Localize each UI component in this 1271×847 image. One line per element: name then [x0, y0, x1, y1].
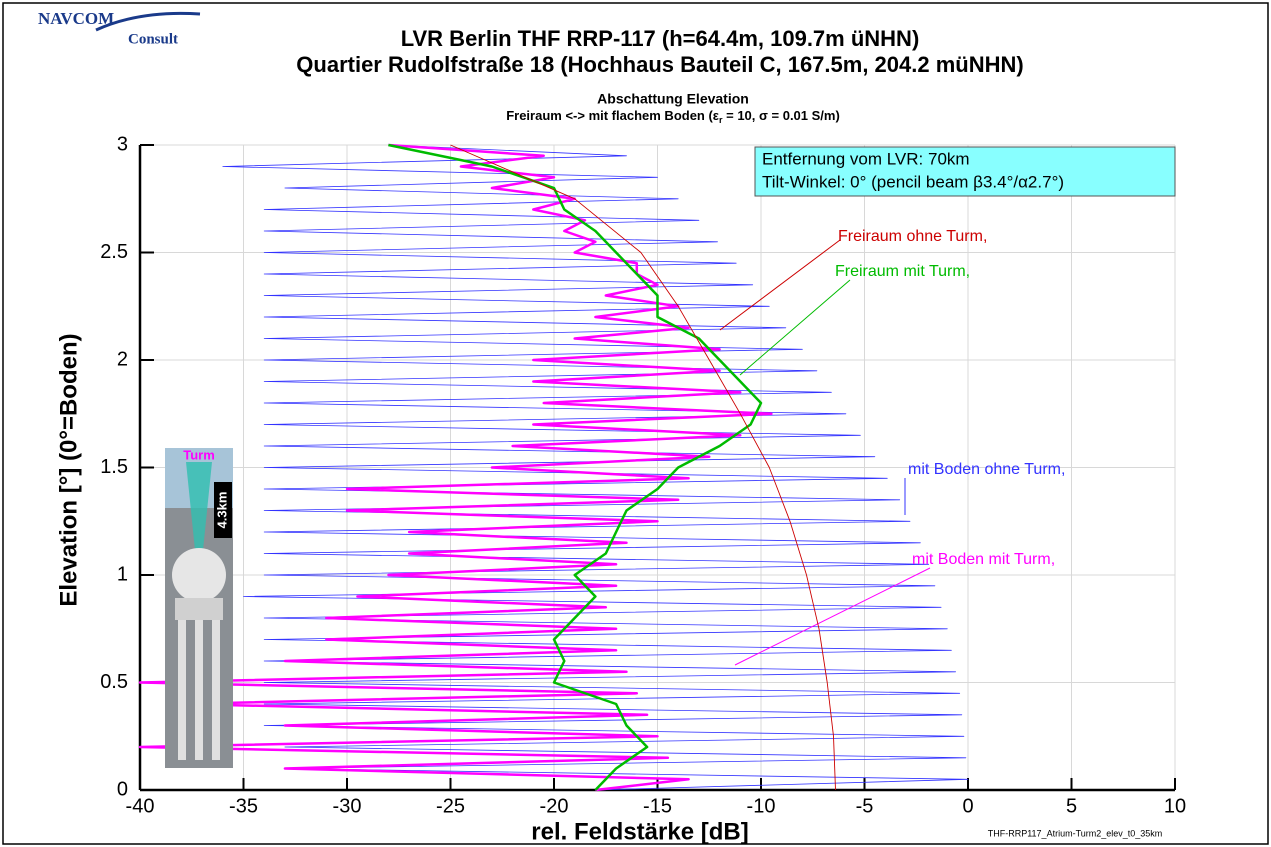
inset-label: Turm [183, 447, 215, 462]
x-axis-label: rel. Feldstärke [dB] [531, 818, 748, 845]
y-tick-label: 0 [117, 778, 128, 800]
y-tick-label: 3 [117, 133, 128, 155]
series-label: mit Boden mit Turm, [912, 551, 1055, 568]
subtitle: Abschattung Elevation [597, 91, 749, 107]
x-tick-label: 5 [1066, 795, 1077, 817]
info-box [754, 146, 1176, 197]
x-tick-label: -25 [436, 795, 465, 817]
y-tick-label: 1.5 [100, 456, 128, 478]
series-label: Freiraum mit Turm, [835, 263, 970, 280]
series-label: mit Boden ohne Turm, [908, 461, 1065, 478]
subtitle-part: = 10, σ = 0.01 S/m) [723, 108, 840, 123]
subtitle-part: r [719, 115, 723, 125]
x-tick-label: -10 [747, 795, 776, 817]
subtitle: Freiraum <-> mit flachem Boden (εr = 10,… [506, 108, 840, 125]
series-line [138, 143, 773, 792]
logo-text: Consult [128, 31, 178, 47]
inset-label-bg [214, 482, 232, 538]
logo-swoosh [95, 11, 201, 32]
inset-pillar [212, 620, 220, 760]
leader-line [719, 239, 841, 331]
y-tick-label: 2 [117, 348, 128, 370]
plot-area: -40 -35 -30 -25 -20 -15 -10 -5 0 5 10 0 0.5 1 1.5 2 2.5 3… [100, 133, 1186, 817]
series-line [222, 144, 969, 791]
inset-building [175, 598, 223, 620]
inset-dome [172, 548, 226, 602]
leader-line [734, 567, 931, 666]
y-tick-label: 2.5 [100, 241, 128, 263]
inset-beam [186, 462, 212, 560]
inset-photo: Turm 4.3km [165, 447, 233, 768]
x-tick-label: -15 [643, 795, 672, 817]
y-tick-label: 1 [117, 563, 128, 585]
logo-text: NAVCOM [38, 9, 114, 28]
chart-title: Quartier Rudolfstraße 18 (Hochhaus Baute… [296, 52, 1023, 77]
x-tick-label: 10 [1164, 795, 1186, 817]
info-text: Tilt-Winkel: 0° (pencil beam β3.4°/α2.7°… [762, 172, 1064, 191]
x-tick-label: -20 [540, 795, 569, 817]
footer: THF-RRP117_Atrium-Turm2_elev_t0_35km [988, 828, 1163, 838]
x-tick-label: -40 [126, 795, 155, 817]
info-text: Entfernung vom LVR: 70km [762, 149, 970, 168]
x-tick-label: 0 [962, 795, 973, 817]
x-tick-label: -35 [229, 795, 258, 817]
y-tick-label: 0.5 [100, 671, 128, 693]
series-line [388, 143, 763, 791]
subtitle-part: Freiraum <-> mit flachem Boden (ε [506, 108, 719, 123]
y-axis-label: Elevation [°] (0°=Boden) [55, 333, 82, 606]
inset-pillar [178, 620, 186, 760]
x-tick-label: -30 [333, 795, 362, 817]
series-line [450, 144, 836, 791]
series-label: Freiraum ohne Turm, [838, 228, 987, 245]
leader-line [739, 279, 851, 376]
chart-title: LVR Berlin THF RRP-117 (h=64.4m, 109.7m … [401, 26, 920, 51]
inset-pillar [195, 620, 203, 760]
inset-label: 4.3km [214, 492, 229, 529]
x-tick-label: -5 [856, 795, 874, 817]
